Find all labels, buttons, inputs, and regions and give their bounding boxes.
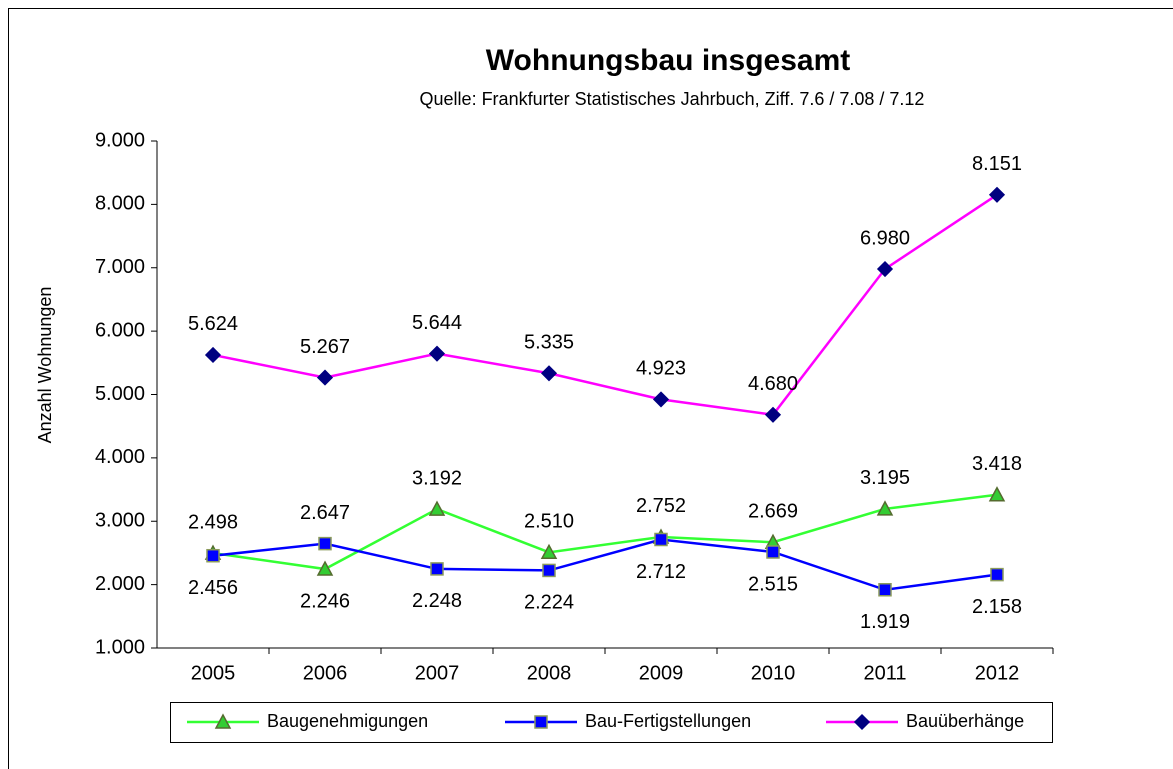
y-tick-label: 1.000 xyxy=(95,636,145,658)
data-point xyxy=(876,500,894,516)
data-label: 4.923 xyxy=(636,358,686,380)
data-label: 2.752 xyxy=(636,495,686,517)
data-label: 4.680 xyxy=(748,373,798,395)
legend-marker xyxy=(853,713,871,731)
data-point xyxy=(204,346,222,364)
y-tick-label: 3.000 xyxy=(95,510,145,532)
data-point xyxy=(878,583,892,597)
data-point xyxy=(316,369,334,386)
y-tick-label: 2.000 xyxy=(95,573,145,595)
data-label: 5.335 xyxy=(524,332,574,354)
data-point xyxy=(318,536,332,551)
data-label: 2.248 xyxy=(412,590,462,612)
data-point xyxy=(428,500,446,516)
legend-box xyxy=(170,702,1053,743)
data-label: 2.669 xyxy=(748,501,798,523)
data-label: 3.192 xyxy=(412,467,462,489)
series-line xyxy=(212,193,998,417)
chart-subtitle: Quelle: Frankfurter Statistisches Jahrbu… xyxy=(420,89,925,109)
y-tick-label: 6.000 xyxy=(95,319,145,341)
x-tick-label: 2006 xyxy=(303,662,348,684)
y-tick-label: 4.000 xyxy=(95,446,145,468)
data-point xyxy=(540,543,558,560)
data-point xyxy=(428,345,446,362)
data-label: 3.195 xyxy=(860,467,910,489)
y-axis-label: Anzahl Wohnungen xyxy=(35,287,55,444)
data-point xyxy=(988,186,1006,203)
data-point xyxy=(766,545,780,559)
data-label: 2.498 xyxy=(188,511,238,533)
data-label: 2.456 xyxy=(188,577,238,599)
data-point xyxy=(540,365,558,382)
x-tick-label: 2010 xyxy=(751,662,796,684)
legend-label: Bauüberhänge xyxy=(906,711,1024,731)
data-point xyxy=(876,260,894,278)
data-label: 1.919 xyxy=(860,611,910,633)
data-point xyxy=(988,486,1006,502)
data-point xyxy=(542,563,556,578)
series-line xyxy=(212,493,998,571)
x-tick-label: 2011 xyxy=(863,662,906,684)
y-tick-label: 8.000 xyxy=(95,193,145,215)
data-point xyxy=(206,548,220,563)
legend-marker xyxy=(534,715,548,729)
data-point xyxy=(652,391,670,408)
x-tick-label: 2005 xyxy=(191,662,236,684)
data-point xyxy=(654,532,668,547)
y-tick-label: 7.000 xyxy=(95,256,145,278)
data-label: 2.515 xyxy=(748,573,798,595)
data-label: 2.224 xyxy=(524,592,574,614)
y-tick-label: 9.000 xyxy=(95,129,145,151)
data-label: 2.647 xyxy=(300,502,350,524)
chart-title: Wohnungsbau insgesamt xyxy=(486,44,850,77)
series-line xyxy=(212,538,998,592)
legend-marker xyxy=(214,713,232,729)
data-label: 5.267 xyxy=(300,336,350,358)
data-label: 2.246 xyxy=(300,590,350,612)
legend-label: Baugenehmigungen xyxy=(267,711,428,731)
x-tick-label: 2007 xyxy=(415,662,460,684)
data-label: 2.158 xyxy=(972,596,1022,618)
legend-label: Bau-Fertigstellungen xyxy=(585,711,751,731)
data-point xyxy=(764,406,782,423)
data-label: 5.644 xyxy=(412,312,462,334)
frame xyxy=(8,8,1173,769)
data-label: 2.510 xyxy=(524,511,574,533)
x-tick-label: 2012 xyxy=(975,662,1020,684)
data-point xyxy=(316,560,334,576)
data-label: 2.712 xyxy=(636,561,686,583)
x-tick-label: 2008 xyxy=(527,662,572,684)
data-label: 3.418 xyxy=(972,453,1022,475)
data-point xyxy=(430,562,444,576)
x-tick-label: 2009 xyxy=(639,662,684,684)
data-label: 6.980 xyxy=(860,227,910,249)
data-label: 5.624 xyxy=(188,313,238,335)
data-label: 8.151 xyxy=(972,153,1022,175)
y-tick-label: 5.000 xyxy=(95,383,145,405)
data-point xyxy=(990,567,1004,582)
